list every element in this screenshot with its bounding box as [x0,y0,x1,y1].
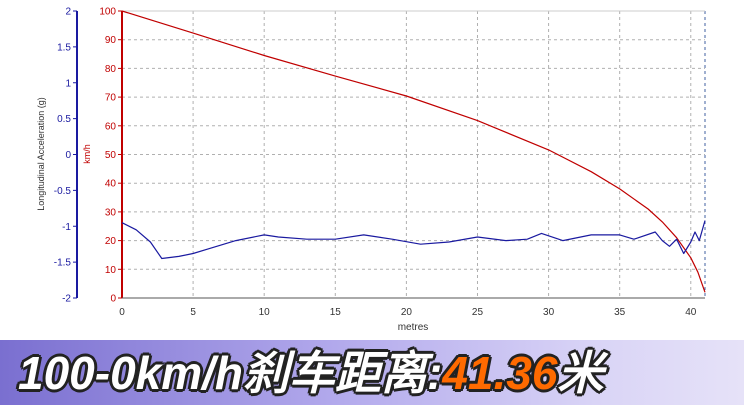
left-axis-tick-label: 0 [65,150,71,161]
braking-chart: 0 5 10 15 20 25 30 35 40100908070605040302010021… [0,0,744,340]
left-axis-tick-label: 1.5 [57,42,71,53]
acceleration-series-line [121,220,706,260]
right-axis-tick-label: 100 [99,7,116,18]
chart-background [0,0,744,340]
right-axis-tick-label: 50 [105,150,117,161]
left-axis-tick-label: -2 [62,294,71,305]
chart-series [121,10,706,293]
right-axis-label: km/h [82,144,92,164]
right-axis-tick-label: 10 [105,265,117,276]
right-axis-tick-label: 0 [110,294,116,305]
banner-value: 41.36 [442,347,558,399]
left-axis-tick-label: -1.5 [54,258,72,269]
left-axis-tick-label: 0.5 [57,114,71,125]
x-tick-label: 10 [259,307,271,318]
right-axis-tick-label: 20 [105,236,117,247]
x-axis-label: metres [398,322,429,333]
chart-ticks: 0 5 10 15 20 25 30 35 40100908070605040302010021… [54,7,697,319]
left-axis-tick-label: 2 [65,7,71,18]
banner-text: 100-0km/h刹车距离:41.36米 [18,344,603,402]
x-tick-label: 35 [614,307,626,318]
left-axis-tick-label: -1 [62,222,71,233]
x-tick-label: 15 [330,307,342,318]
left-axis-label: Longitudinal Acceleration (g) [36,97,46,211]
right-axis-tick-label: 40 [105,179,117,190]
banner-unit: 米 [557,347,604,399]
left-axis-tick-label: 1 [65,78,71,89]
left-axis-tick-label: -0.5 [54,186,72,197]
x-tick-label: 20 [401,307,413,318]
x-tick-label: 25 [472,307,484,318]
braking-distance-banner: 100-0km/h刹车距离:41.36米 [0,340,744,405]
right-axis-tick-label: 70 [105,93,117,104]
x-tick-label: 40 [685,307,697,318]
chart-grid [122,11,706,298]
x-tick-label: 0 [119,307,125,318]
right-axis-tick-label: 80 [105,64,117,75]
x-tick-label: 5 [190,307,196,318]
right-axis-tick-label: 60 [105,121,117,132]
right-axis-tick-label: 30 [105,207,117,218]
right-axis-tick-label: 90 [105,35,117,46]
banner-label: 100-0km/h刹车距离: [18,347,443,399]
x-tick-label: 30 [543,307,555,318]
speed-series-line [121,10,706,293]
